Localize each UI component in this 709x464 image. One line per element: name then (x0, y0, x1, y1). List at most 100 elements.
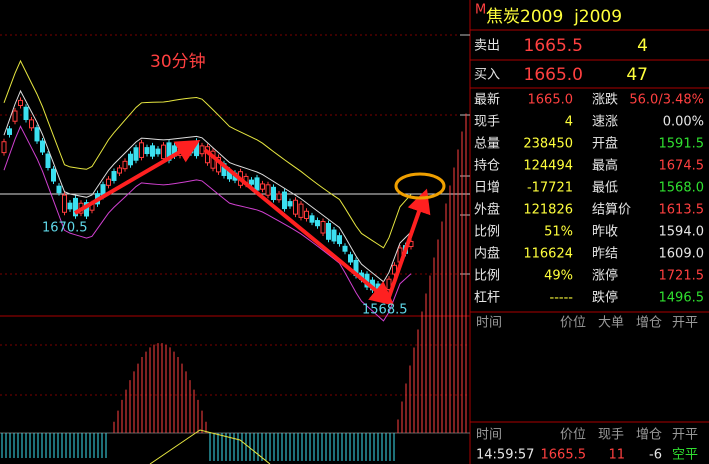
quote-value: 1496.5 (659, 291, 705, 306)
trade-cell: -6 (649, 448, 662, 463)
column-header: 价位 (560, 428, 586, 443)
candle-body (276, 193, 282, 201)
marker: M (475, 3, 486, 18)
instrument-title: 焦炭2009 j2009 (486, 7, 622, 27)
candle-body (326, 222, 331, 240)
highlight-circle (394, 172, 446, 200)
candle-body (348, 254, 353, 263)
candle-body (298, 203, 304, 218)
candle-body (287, 201, 293, 207)
quote-label: 昨收 (592, 225, 618, 240)
candle-body (342, 245, 348, 252)
quote-label: 日增 (474, 181, 500, 196)
candle-body (265, 184, 271, 196)
quote-value: 49% (544, 269, 573, 284)
candle-body (331, 229, 337, 242)
candle-body (23, 106, 29, 121)
quote-label: 总量 (474, 137, 500, 152)
quote-value: 56.0/3.48% (629, 93, 704, 108)
period-label: 30分钟 (150, 52, 206, 72)
candle-body (161, 144, 166, 160)
quote-value: 0.00% (663, 115, 704, 130)
candle-body (271, 186, 276, 201)
candle-body (293, 199, 298, 215)
candle-body (122, 160, 128, 170)
candle-body (315, 220, 320, 227)
order-volume: 4 (637, 36, 648, 56)
candle-body (309, 215, 315, 223)
column-header: 大单 (598, 316, 624, 331)
candle-body (111, 171, 117, 181)
quote-value: 1665.0 (528, 93, 574, 108)
trade-cell: 1665.5 (541, 448, 587, 463)
candle-body (320, 220, 326, 234)
candle-body (194, 140, 199, 157)
trade-cell: 14:59:57 (476, 448, 534, 463)
quote-label: 结算价 (592, 203, 631, 218)
quote-label: 开盘 (592, 136, 618, 152)
column-header: 开平 (672, 316, 698, 331)
column-header: 现手 (598, 428, 624, 443)
column-header: 增仓 (636, 428, 662, 443)
candle-body (155, 148, 161, 155)
quote-label: 杠杆 (474, 290, 500, 306)
trade-cell: 11 (608, 448, 625, 463)
quote-value: 4 (565, 115, 573, 130)
arrow (386, 188, 431, 301)
arrow (203, 148, 395, 306)
candle-body (56, 185, 62, 194)
quote-value: 1568.0 (659, 181, 705, 196)
quote-label: 内盘 (474, 246, 500, 262)
macd-dea (149, 429, 271, 464)
order-volume: 47 (626, 65, 648, 85)
candle-body (45, 153, 51, 169)
candle-body (254, 177, 260, 191)
candle-body (260, 183, 265, 190)
quote-label: 涨停 (592, 268, 618, 284)
candle-body (144, 147, 150, 155)
quote-label: 外盘 (474, 202, 500, 218)
quote-value: 124494 (523, 159, 573, 174)
band-lower (3, 125, 412, 322)
quote-value: 51% (544, 225, 573, 240)
quote-value: 238450 (523, 137, 573, 152)
quote-value: 1674.5 (659, 159, 705, 174)
candle-body (18, 99, 23, 106)
candle-body (304, 210, 309, 219)
arrow (73, 139, 201, 215)
quote-label: 比例 (474, 225, 500, 240)
candle-body (282, 191, 287, 210)
order-label: 卖出 (474, 39, 500, 54)
quote-label: 持仓 (474, 159, 500, 174)
candle-body (249, 179, 254, 185)
quote-label: 现手 (474, 115, 500, 130)
candle-body (117, 167, 122, 174)
quote-value: 1613.5 (659, 203, 705, 218)
band-middle (3, 89, 412, 283)
quote-value: 1594.0 (659, 225, 705, 240)
candle-body (1, 141, 7, 154)
quote-label: 最新 (474, 92, 500, 108)
candle-body (7, 128, 12, 135)
candle-body (73, 197, 78, 217)
quote-label: 涨跌 (592, 92, 618, 108)
candle-body (29, 119, 34, 129)
candle-body (51, 168, 56, 182)
trade-cell: 空平 (672, 448, 698, 463)
candle-body (62, 194, 67, 213)
quote-value: 121826 (523, 203, 573, 218)
column-header: 时间 (476, 316, 502, 331)
quote-label: 昨结 (592, 247, 618, 262)
low-label: 1568.5 (362, 303, 408, 318)
candle-body (128, 153, 133, 166)
order-price: 1665.0 (524, 65, 583, 85)
candle-body (40, 140, 45, 153)
quote-label: 最低 (592, 181, 618, 196)
column-header: 增仓 (636, 316, 662, 331)
quote-label: 最高 (592, 158, 618, 174)
column-header: 价位 (560, 316, 586, 331)
quote-value: -17721 (527, 181, 573, 196)
quote-value: ----- (550, 291, 574, 306)
quote-label: 速涨 (592, 115, 618, 130)
